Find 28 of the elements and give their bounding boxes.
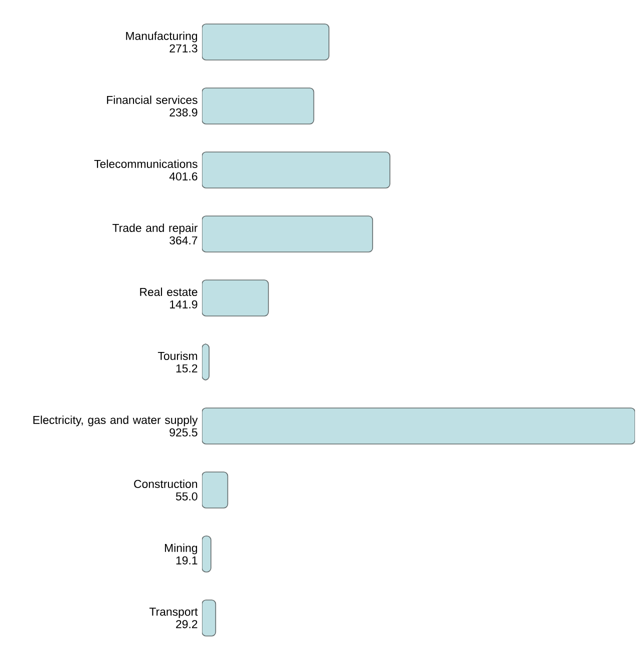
- y-tick-label: Trade and repair: [112, 224, 198, 234]
- data-label: 141.9: [170, 300, 198, 308]
- y-tick-label: Construction: [134, 480, 198, 488]
- y-tick-label: Mining: [164, 544, 198, 554]
- bar: [202, 216, 374, 252]
- bar: [202, 88, 314, 124]
- y-tick-label: Tourism: [158, 352, 198, 360]
- data-label: 271.3: [170, 44, 198, 52]
- y-tick-label: Electricity, gas and water supply: [33, 416, 198, 426]
- y-tick-label: Telecommunications: [94, 160, 198, 168]
- y-tick-label: Transport: [149, 608, 198, 618]
- y-tick-label: Real estate: [140, 288, 198, 296]
- data-label: 401.6: [169, 172, 198, 180]
- bar: [202, 152, 390, 188]
- bar: [202, 600, 216, 636]
- data-label: 19.1: [176, 556, 198, 564]
- y-tick-label: Manufacturing: [126, 32, 198, 42]
- data-label: 364.7: [170, 236, 198, 244]
- y-tick-label: Financial services: [107, 96, 198, 104]
- bar: [202, 24, 330, 60]
- bar: [202, 280, 269, 316]
- data-label: 238.9: [170, 108, 198, 116]
- data-label: 55.0: [176, 492, 198, 500]
- data-label: 925.5: [170, 428, 198, 436]
- data-label: 29.2: [176, 620, 198, 628]
- bar: [202, 472, 228, 508]
- bar: [202, 408, 635, 444]
- data-label: 15.2: [176, 364, 198, 372]
